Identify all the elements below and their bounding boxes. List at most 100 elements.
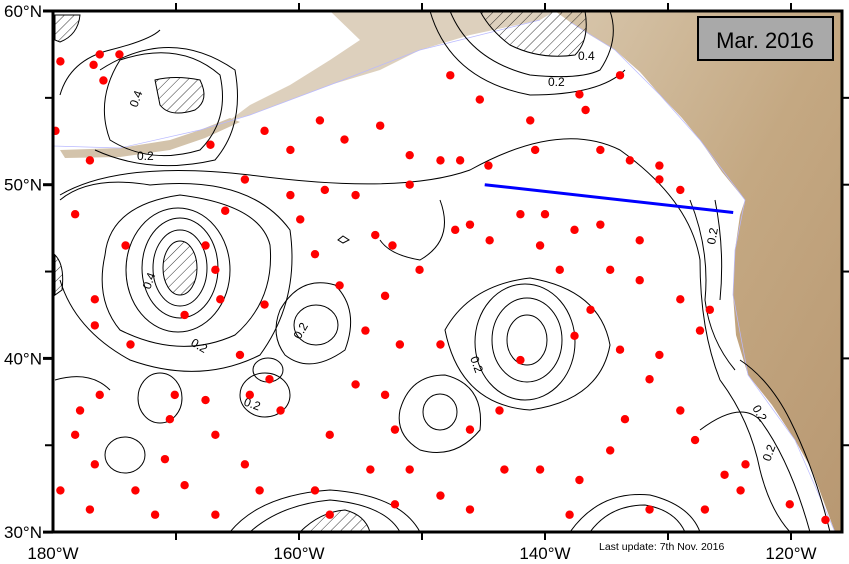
- float-marker: [221, 206, 230, 215]
- float-marker: [170, 390, 179, 400]
- float-marker: [405, 465, 414, 474]
- float-marker: [645, 505, 654, 514]
- float-marker: [85, 505, 95, 514]
- float-marker: [570, 331, 579, 341]
- float-marker: [575, 90, 584, 99]
- float-marker: [570, 225, 579, 235]
- float-marker: [255, 486, 264, 495]
- float-marker: [90, 321, 100, 330]
- hatched-regions: [54, 11, 587, 532]
- float-marker: [180, 481, 189, 490]
- date-label: Mar. 2016: [716, 28, 814, 53]
- float-marker: [56, 57, 65, 66]
- float-marker: [390, 425, 400, 434]
- float-marker: [126, 340, 135, 349]
- float-marker: [596, 220, 605, 229]
- contour-label: 0.2: [467, 354, 486, 375]
- contour-label: 0.4: [140, 270, 159, 291]
- float-marker: [446, 71, 455, 80]
- float-marker: [676, 295, 685, 304]
- y-tick-label: 60°N: [4, 2, 42, 21]
- float-marker: [211, 430, 220, 440]
- float-marker: [315, 116, 325, 125]
- float-marker: [395, 340, 405, 349]
- float-marker: [655, 350, 664, 360]
- float-positions: [53, 50, 830, 525]
- aleutian-islands: [60, 118, 240, 158]
- float-marker: [388, 241, 397, 250]
- float-marker: [211, 510, 220, 519]
- float-marker: [165, 414, 175, 424]
- float-marker: [201, 241, 210, 250]
- float-marker: [581, 105, 590, 115]
- float-marker: [736, 486, 745, 495]
- float-marker: [436, 340, 445, 349]
- float-marker: [240, 460, 250, 469]
- float-marker: [625, 156, 635, 165]
- y-tick-label: 30°N: [4, 523, 42, 542]
- float-marker: [596, 145, 605, 155]
- y-tick-label: 50°N: [4, 176, 42, 195]
- float-marker: [605, 265, 615, 275]
- x-tick-label: 160°W: [273, 544, 324, 563]
- float-marker: [115, 50, 124, 59]
- float-marker: [380, 291, 390, 301]
- float-marker: [455, 156, 465, 165]
- contour-label: 0.2: [548, 75, 565, 89]
- float-marker: [535, 465, 545, 474]
- contour-lines: [54, 11, 831, 532]
- float-marker: [70, 210, 80, 219]
- section-line: [484, 183, 734, 214]
- float-marker: [530, 145, 540, 155]
- float-marker: [516, 355, 525, 365]
- float-marker: [720, 470, 729, 479]
- float-marker: [121, 241, 130, 250]
- float-marker: [676, 185, 685, 195]
- contour-labels: 0.4 0.2 0.4 0.2 0.2 0.2 0.2 0.2 0.2 0.2 …: [127, 49, 779, 463]
- float-marker: [695, 326, 705, 335]
- float-marker: [235, 350, 245, 360]
- float-marker: [586, 305, 595, 314]
- float-marker: [95, 390, 104, 400]
- float-marker: [320, 185, 330, 195]
- contour-label: 0.2: [189, 335, 211, 356]
- float-marker: [635, 276, 644, 285]
- float-marker: [240, 175, 250, 184]
- float-marker: [351, 190, 360, 200]
- float-marker: [465, 505, 475, 514]
- float-marker: [475, 95, 485, 104]
- contour-label: 0.4: [578, 49, 595, 63]
- float-marker: [526, 116, 535, 125]
- contour-label: 0.2: [137, 149, 154, 163]
- north-america-land: [555, 11, 842, 532]
- float-marker: [85, 156, 95, 165]
- float-marker: [436, 156, 445, 165]
- contour-label: 0.4: [127, 88, 146, 109]
- float-marker: [160, 454, 170, 464]
- y-tick-label: 40°N: [4, 349, 42, 368]
- x-tick-label: 180°W: [27, 544, 78, 563]
- float-marker: [296, 215, 305, 224]
- float-marker: [75, 406, 85, 415]
- float-marker: [575, 475, 584, 485]
- float-marker: [371, 230, 380, 240]
- float-marker: [615, 345, 625, 354]
- float-marker: [380, 390, 390, 400]
- float-marker: [451, 225, 460, 235]
- float-marker: [351, 380, 360, 389]
- contour-label: 0.2: [290, 320, 311, 342]
- float-marker: [690, 435, 700, 445]
- float-marker: [565, 510, 574, 519]
- contour-label: 0.2: [242, 395, 263, 414]
- float-marker: [500, 465, 509, 474]
- float-marker: [415, 265, 424, 275]
- float-marker: [375, 121, 385, 130]
- float-marker: [70, 430, 80, 440]
- float-marker: [676, 406, 685, 415]
- float-marker: [325, 510, 334, 519]
- float-marker: [260, 126, 269, 136]
- float-marker: [821, 515, 830, 525]
- float-marker: [131, 486, 140, 495]
- float-marker: [436, 491, 445, 500]
- float-marker: [555, 265, 564, 275]
